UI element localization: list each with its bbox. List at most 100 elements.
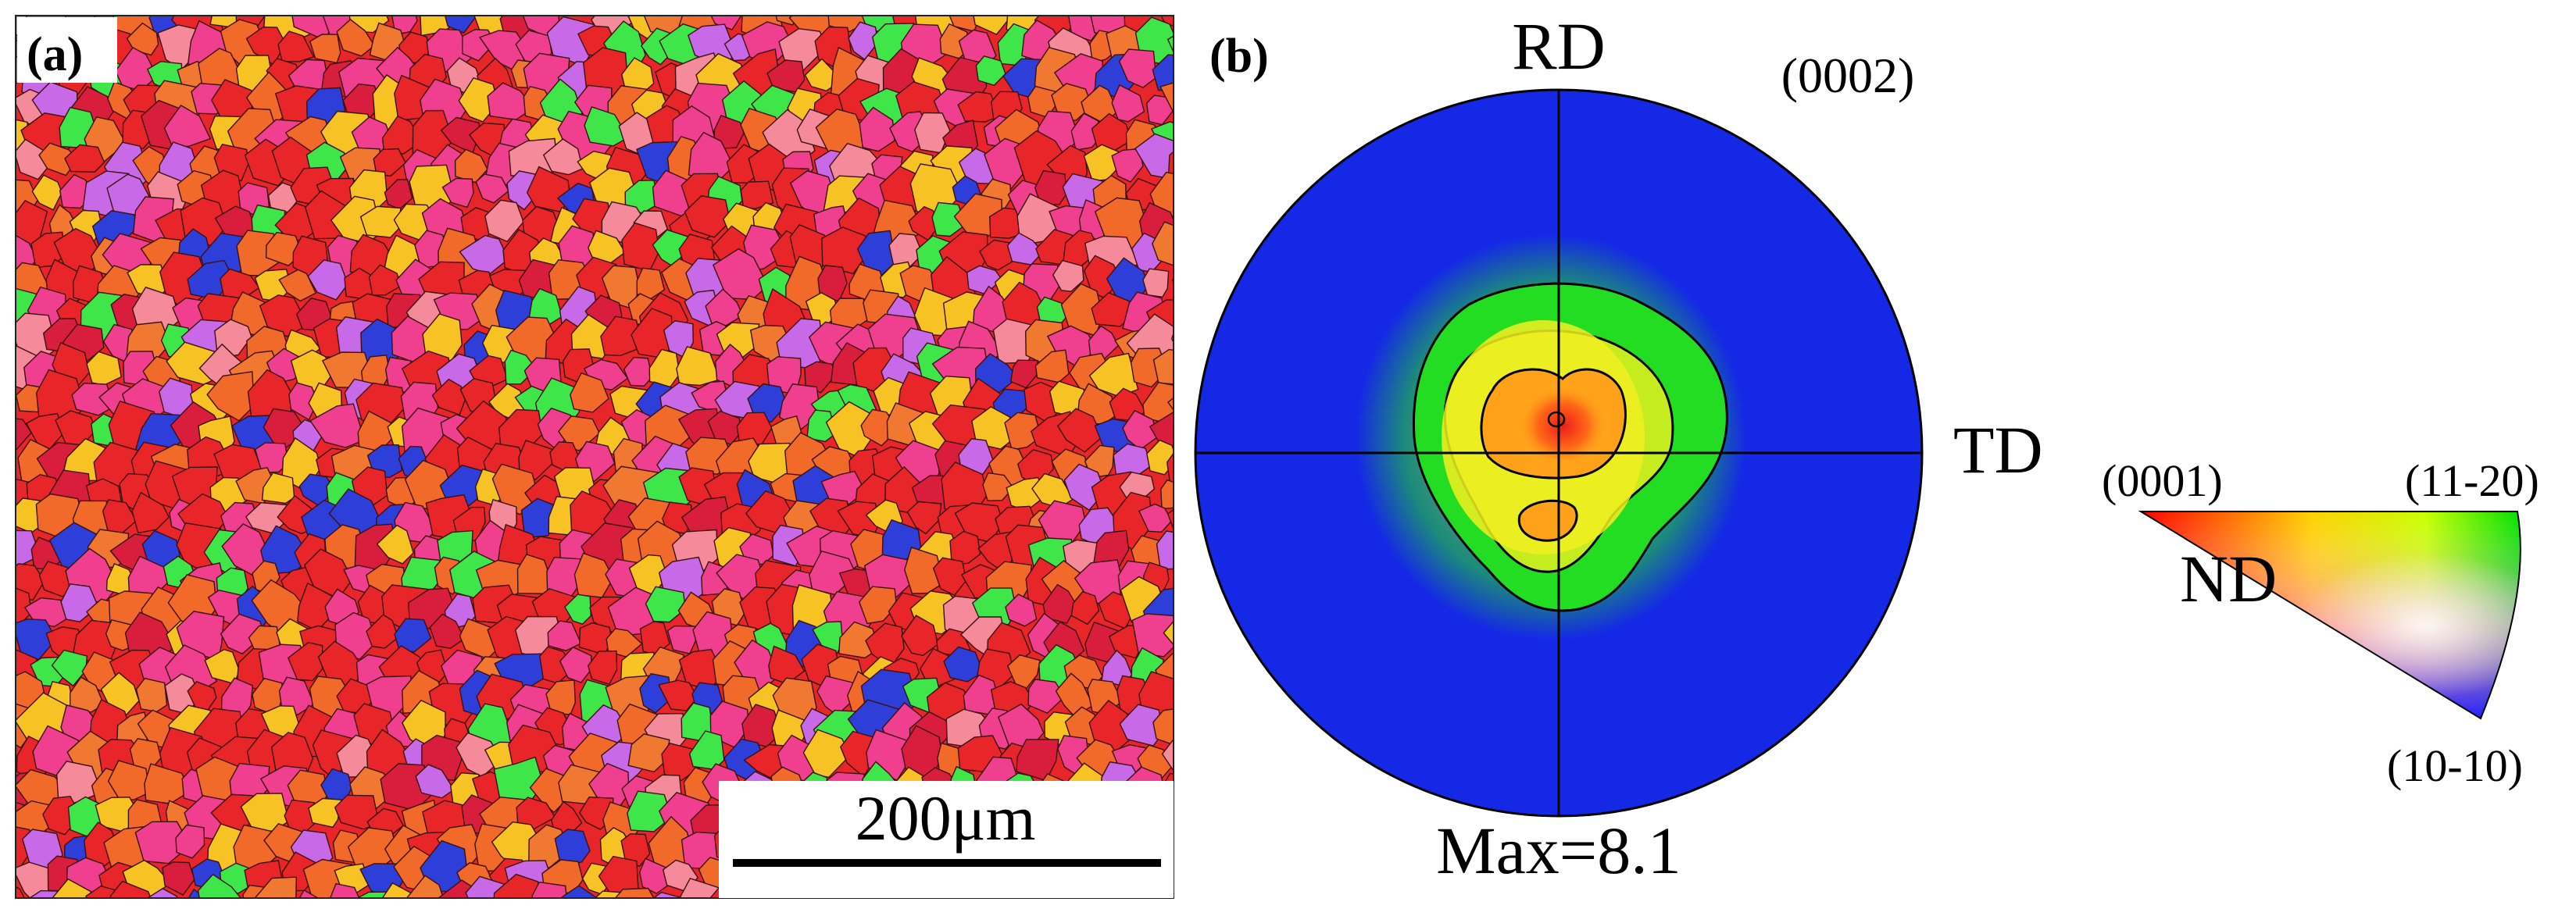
grain: [366, 614, 399, 649]
grain: [982, 472, 1014, 501]
ipf-key-10-10-label: (10-10): [2387, 740, 2523, 791]
grain: [1142, 268, 1170, 298]
scale-bar: [733, 859, 1161, 867]
grain: [1166, 452, 1174, 484]
td-label: TD: [1953, 412, 2043, 487]
grain: [1170, 331, 1174, 344]
grain: [802, 729, 852, 779]
grain: [51, 649, 88, 687]
contour-level-3-lower: [1517, 499, 1578, 542]
plane-label: (0002): [1781, 48, 1915, 103]
grain: [288, 642, 323, 682]
grain: [1160, 16, 1174, 27]
grain: [334, 794, 380, 830]
pole-figure-intensity: [1195, 90, 1922, 816]
ipf-key-highlight: [2141, 512, 2521, 718]
grain: [1070, 590, 1100, 626]
grain: [429, 613, 466, 649]
grain: [1005, 594, 1038, 627]
grain: [1167, 35, 1174, 54]
grain: [131, 491, 170, 534]
grain: [69, 676, 105, 713]
grain: [307, 259, 348, 301]
grain: [1042, 583, 1077, 624]
grain: [16, 886, 25, 898]
grain: [1118, 48, 1157, 88]
pole-figure-panel: (b) RD (0002) TD Max=8.1: [1194, 9, 2043, 888]
grain: [973, 16, 1013, 35]
grain: [1111, 84, 1145, 123]
grain: [107, 760, 150, 800]
grain: [454, 148, 488, 184]
ipf-key-11-20-label: (11-20): [2405, 455, 2539, 506]
grain: [598, 855, 639, 898]
grain: [16, 418, 32, 451]
grain: [1119, 704, 1164, 747]
grain: [431, 378, 466, 415]
grain: [334, 611, 378, 660]
grain: [988, 207, 1026, 239]
grain: [458, 77, 499, 123]
grain: [1161, 738, 1174, 772]
grain: [175, 824, 205, 859]
grain: [645, 586, 686, 623]
ebsd-map-border: [15, 15, 1174, 899]
grain: [1052, 259, 1084, 292]
scale-bar-label: 200μm: [856, 782, 1036, 854]
grain: [600, 315, 643, 357]
grain: [109, 880, 152, 898]
grain: [1163, 620, 1174, 646]
grain: [329, 882, 360, 898]
rd-label: RD: [1512, 9, 1605, 84]
grain: [1152, 348, 1174, 385]
grain: [638, 857, 672, 894]
grain: [1167, 397, 1174, 412]
grain: [943, 646, 984, 683]
grain: [620, 832, 651, 868]
grain: [710, 16, 742, 30]
grain: [584, 106, 629, 147]
grain: [493, 873, 545, 898]
grain: [359, 205, 402, 238]
grain: [134, 821, 191, 864]
panel-a-label-box: [17, 17, 117, 83]
grain: [309, 403, 366, 448]
ipf-key-outline: [2138, 511, 2521, 720]
grain: [1056, 408, 1103, 453]
grain: [652, 891, 681, 898]
grain: [931, 201, 966, 237]
grain: [278, 676, 315, 715]
grain: [821, 226, 867, 275]
ipf-color-key: (0001) (11-20) (10-10) ND: [2102, 455, 2539, 791]
grain: [713, 115, 745, 150]
grain: [206, 371, 255, 422]
ebsd-grain-map: [16, 16, 1174, 898]
grain: [441, 177, 474, 209]
grain: [254, 442, 289, 473]
scale-bar-box: [719, 781, 1174, 898]
max-contour: [1547, 411, 1566, 428]
panel-b-label: (b): [1209, 30, 1269, 83]
grain: [1159, 479, 1174, 510]
grain: [38, 142, 79, 176]
grain: [278, 269, 317, 302]
grain: [1152, 221, 1174, 266]
grain: [975, 55, 1006, 87]
grain: [1009, 359, 1039, 389]
grain: [684, 195, 731, 238]
grain: [559, 646, 593, 683]
grain: [298, 889, 320, 898]
grain: [531, 881, 567, 898]
grain: [658, 679, 698, 711]
grain: [376, 524, 414, 565]
grain: [1138, 503, 1173, 533]
grain: [564, 594, 592, 625]
ebsd-map-panel: (a) 200μm: [15, 15, 1174, 899]
grain: [1167, 508, 1174, 531]
grain: [277, 30, 315, 62]
grain: [52, 878, 92, 898]
grain: [627, 733, 670, 773]
grain: [906, 501, 942, 535]
grain: [932, 557, 967, 597]
